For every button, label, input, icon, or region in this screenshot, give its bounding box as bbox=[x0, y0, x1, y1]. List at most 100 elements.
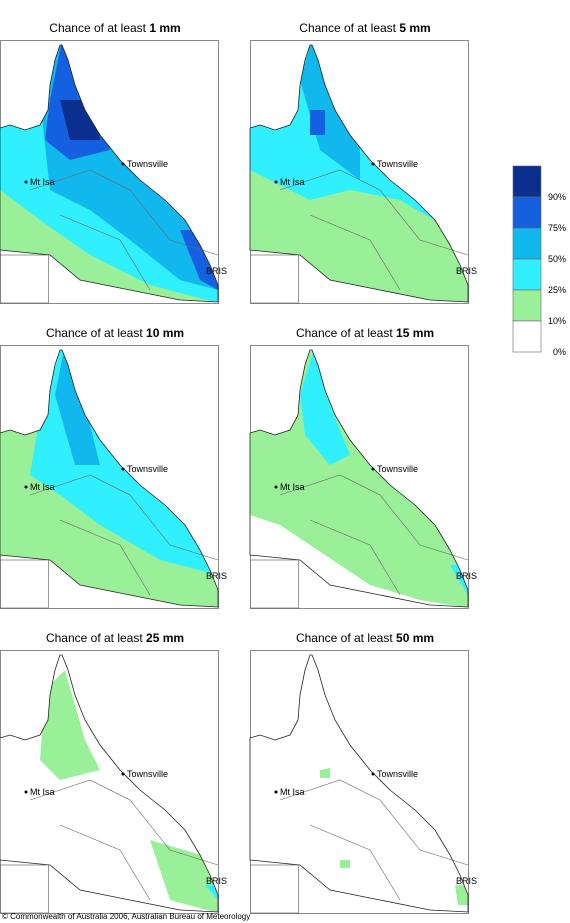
map-panel: Townsville Mt Isa BRIS bbox=[0, 40, 227, 304]
place-label: BRIS bbox=[206, 876, 227, 886]
title-amount: 10 mm bbox=[146, 326, 184, 340]
place-dot bbox=[371, 162, 375, 166]
legend-label: 25% bbox=[548, 285, 566, 295]
border-box bbox=[250, 254, 299, 304]
title-prefix: Chance of at least bbox=[46, 631, 146, 645]
title-amount: 5 mm bbox=[399, 21, 430, 35]
place-label: BRIS bbox=[206, 571, 227, 581]
legend-label: 50% bbox=[548, 254, 566, 264]
title-prefix: Chance of at least bbox=[296, 326, 396, 340]
region-line bbox=[59, 519, 151, 596]
coastline bbox=[249, 349, 469, 608]
legend-swatch bbox=[512, 165, 542, 198]
place-dot bbox=[24, 790, 28, 794]
place-label: Townsville bbox=[377, 159, 418, 169]
map-panel: Townsville Mt Isa BRIS bbox=[249, 40, 477, 304]
region-line bbox=[29, 474, 219, 561]
title-amount: 15 mm bbox=[396, 326, 434, 340]
map-panel: Townsville Mt Isa BRIS bbox=[0, 345, 227, 609]
title-prefix: Chance of at least bbox=[296, 631, 396, 645]
place-label: Townsville bbox=[127, 769, 168, 779]
place-dot bbox=[121, 467, 125, 471]
coastline bbox=[249, 654, 469, 913]
place-dot bbox=[371, 772, 375, 776]
region-line bbox=[279, 474, 469, 561]
panel-title: Chance of at least 15 mm bbox=[296, 326, 434, 340]
legend-swatch bbox=[512, 258, 542, 291]
region-line bbox=[309, 824, 401, 901]
place-label: BRIS bbox=[456, 571, 477, 581]
footer: © Commonwealth of Australia 2006, Austra… bbox=[2, 912, 250, 921]
place-label: Mt Isa bbox=[280, 177, 305, 187]
legend-swatch bbox=[512, 320, 542, 353]
place-label: Townsville bbox=[377, 769, 418, 779]
place-dot bbox=[121, 772, 125, 776]
rain-region bbox=[40, 670, 100, 780]
panel-title: Chance of at least 50 mm bbox=[296, 631, 434, 645]
region-line bbox=[309, 214, 401, 291]
coastline bbox=[249, 44, 469, 303]
title-prefix: Chance of at least bbox=[299, 21, 399, 35]
border-box bbox=[0, 254, 49, 304]
rain-region bbox=[340, 860, 350, 868]
rain-region bbox=[310, 110, 325, 135]
title-prefix: Chance of at least bbox=[49, 21, 149, 35]
title-prefix: Chance of at least bbox=[46, 326, 146, 340]
border-box bbox=[0, 864, 49, 914]
border-box bbox=[250, 864, 299, 914]
rain-region bbox=[205, 885, 218, 900]
region-line bbox=[279, 169, 469, 256]
legend-swatch bbox=[512, 289, 542, 322]
place-label: Townsville bbox=[127, 464, 168, 474]
panel-title: Chance of at least 1 mm bbox=[49, 21, 180, 35]
place-label: Mt Isa bbox=[280, 482, 305, 492]
map-panel: Townsville Mt Isa BRIS bbox=[249, 345, 477, 609]
rain-region bbox=[455, 885, 468, 905]
title-amount: 25 mm bbox=[146, 631, 184, 645]
place-dot bbox=[121, 162, 125, 166]
place-label: BRIS bbox=[456, 266, 477, 276]
panel-title: Chance of at least 5 mm bbox=[299, 21, 430, 35]
panel-title: Chance of at least 25 mm bbox=[46, 631, 184, 645]
legend-swatch bbox=[512, 227, 542, 260]
rain-region bbox=[300, 350, 350, 465]
rain-region bbox=[320, 768, 330, 778]
rain-region bbox=[55, 350, 100, 465]
map-panel: Townsville Mt Isa BRIS bbox=[0, 650, 227, 914]
coastline bbox=[0, 654, 219, 913]
place-label: Mt Isa bbox=[30, 787, 55, 797]
place-label: BRIS bbox=[206, 266, 227, 276]
place-label: Townsville bbox=[377, 464, 418, 474]
rain-region bbox=[150, 840, 218, 912]
legend-label: 10% bbox=[548, 316, 566, 326]
place-dot bbox=[24, 180, 28, 184]
region-line bbox=[59, 824, 151, 901]
place-dot bbox=[24, 485, 28, 489]
place-dot bbox=[274, 485, 278, 489]
border-box bbox=[250, 559, 299, 609]
title-amount: 50 mm bbox=[396, 631, 434, 645]
region-line bbox=[59, 214, 151, 291]
place-label: Mt Isa bbox=[30, 482, 55, 492]
region-line bbox=[279, 779, 469, 866]
place-label: Townsville bbox=[127, 159, 168, 169]
place-dot bbox=[274, 180, 278, 184]
border-box bbox=[0, 559, 49, 609]
coastline bbox=[0, 44, 219, 303]
region-line bbox=[29, 169, 219, 256]
place-label: Mt Isa bbox=[280, 787, 305, 797]
region-line bbox=[309, 519, 401, 596]
legend-label: 75% bbox=[548, 223, 566, 233]
place-label: BRIS bbox=[456, 876, 477, 886]
place-dot bbox=[371, 467, 375, 471]
panel-title: Chance of at least 10 mm bbox=[46, 326, 184, 340]
legend-label: 90% bbox=[548, 192, 566, 202]
map-panel: Townsville Mt Isa BRIS bbox=[249, 650, 477, 914]
legend-swatch bbox=[512, 196, 542, 229]
legend-label: 0% bbox=[553, 347, 566, 357]
title-amount: 1 mm bbox=[149, 21, 180, 35]
place-label: Mt Isa bbox=[30, 177, 55, 187]
region-line bbox=[29, 779, 219, 866]
place-dot bbox=[274, 790, 278, 794]
